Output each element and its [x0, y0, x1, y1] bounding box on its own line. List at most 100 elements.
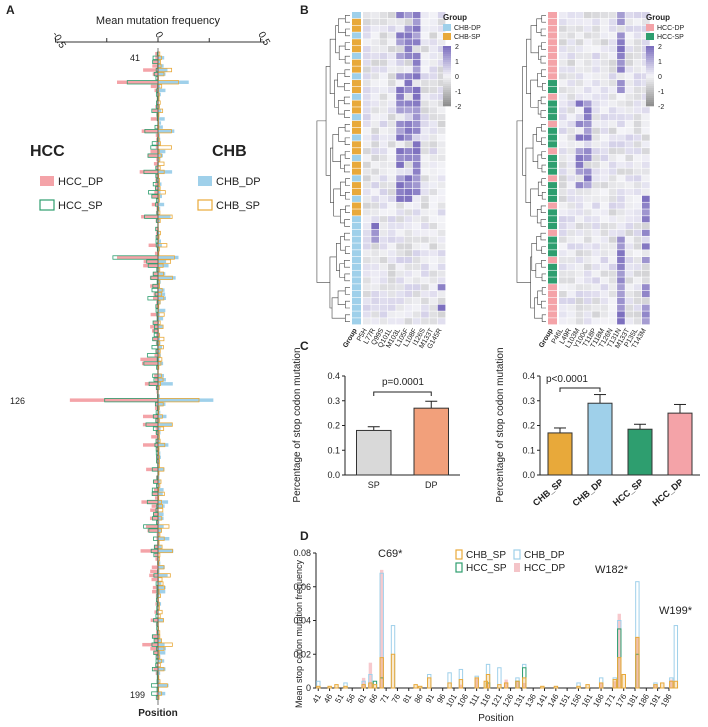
heatmap-2-cell	[559, 12, 567, 19]
heatmap-1-legend-sp: CHB-SP	[454, 34, 481, 41]
bar-chb-dp-188	[158, 651, 166, 655]
bar-chb-dp-126	[158, 398, 214, 402]
bar-hcc-dp-159	[156, 532, 158, 537]
heatmap-1-scale-step	[443, 96, 451, 99]
y-tick-label: 0.4	[327, 371, 340, 381]
bar-chb-dp-59	[158, 125, 163, 129]
heatmap-1-legend-swatch-dp	[443, 24, 451, 31]
heatmap-1-scale-step	[443, 54, 451, 57]
heatmap-2-cell	[575, 18, 584, 26]
legend-chb-dp-swatch	[198, 176, 212, 186]
heatmap-1-group-cell	[352, 32, 361, 39]
heatmap-1-cell	[412, 141, 421, 148]
heatmap-1-scale-step	[443, 94, 451, 97]
heatmap-1-legend-swatch-sp	[443, 33, 451, 40]
dendrogram-branch	[344, 273, 350, 282]
heatmap-2-cell	[600, 18, 609, 26]
heatmap-2-cell	[617, 120, 625, 128]
heatmap-1-cell	[421, 311, 429, 318]
heatmap-2-cell	[617, 32, 625, 39]
heatmap-1-cell	[437, 297, 446, 304]
heatmap-2-cell	[642, 195, 650, 202]
dendrogram-branch	[540, 205, 546, 214]
heatmap-1-cell	[379, 304, 388, 311]
bar-chb-dp-49	[158, 84, 161, 89]
heatmap-1-cell	[363, 311, 371, 318]
heatmap-2-cell	[592, 100, 600, 107]
heatmap-1-cell	[421, 141, 429, 148]
dendrogram-branch	[541, 287, 546, 295]
heatmap-1-cell	[412, 148, 421, 155]
heatmap-1-cell	[429, 263, 438, 270]
heatmap-2-cell	[642, 175, 650, 182]
heatmap-1-cell	[404, 222, 413, 230]
bar-hcc-dp-41	[155, 52, 158, 56]
heatmap-1-cell	[404, 229, 413, 236]
heatmap-1-cell	[404, 32, 413, 39]
panel-d: D Mean stop codon mutation frequency 00.…	[293, 529, 692, 724]
heatmap-2-cell	[617, 86, 625, 94]
dendrogram-branch	[337, 72, 345, 88]
bar-hcc-dp-94	[156, 268, 158, 272]
bar-chb-sp-115	[483, 680, 488, 689]
heatmap-2-cell	[567, 154, 575, 162]
heatmap-1-cell	[396, 175, 404, 182]
heatmap-1-scale-label: -1	[455, 89, 461, 96]
heatmap-1-cell	[387, 80, 396, 87]
heatmap-2-group-cell	[548, 161, 557, 168]
bar-hcc-dp-163	[140, 549, 158, 553]
heatmap-1-cell	[387, 202, 396, 209]
bar-chb-dp-137	[158, 443, 169, 447]
heatmap-1-cell	[387, 127, 396, 134]
heatmap-2-cell	[617, 141, 625, 148]
heatmap-1-cell	[412, 134, 421, 141]
bar-chb-dp-154	[158, 512, 164, 516]
heatmap-2-cell	[592, 209, 600, 216]
bar-hcc-dp-173	[152, 589, 158, 594]
heatmap-2-cell	[600, 202, 609, 209]
heatmap-1-cell	[363, 148, 371, 155]
heatmap-2-cell	[592, 175, 600, 182]
heatmap-2-cell	[592, 46, 600, 53]
heatmap-1-cell	[387, 236, 396, 243]
heatmap-2-cell	[600, 114, 609, 121]
heatmap-1-cell	[429, 202, 438, 209]
heatmap-2-cell	[559, 93, 567, 100]
heatmap-2-cell	[617, 12, 625, 19]
heatmap-2-cell	[608, 120, 617, 128]
heatmap-1-cell	[429, 18, 438, 26]
dendrogram-branch	[344, 83, 350, 91]
annotation-w199: W199*	[659, 605, 693, 617]
heatmap-1-cell	[412, 107, 421, 114]
heatmap-2-cell	[559, 18, 567, 26]
x-tick-label: 81	[401, 692, 414, 705]
bar-chb-dp-68	[158, 162, 159, 166]
y-tick-label: 0.3	[327, 396, 340, 406]
heatmap-1-cell	[387, 107, 396, 114]
heatmap-2-scale-step	[646, 78, 654, 81]
heatmap-2-cell	[600, 209, 609, 216]
heatmap-1-cell	[363, 154, 371, 162]
heatmap-2-cell	[625, 236, 634, 243]
heatmap-1-cell	[363, 141, 371, 148]
bar-hcc-dp-187	[150, 647, 158, 651]
heatmap-2-cell	[583, 256, 592, 264]
heatmap-2-cell	[567, 209, 575, 216]
bar-chb-dp-129	[158, 410, 161, 415]
heatmap-2-cell	[617, 311, 625, 318]
heatmap-2-cell	[633, 195, 642, 202]
bar-hcc-dp-104	[459, 684, 463, 688]
bar-chb-dp-159	[158, 532, 160, 537]
heatmap-1-scale-step	[443, 88, 451, 91]
heatmap-1-cell	[387, 66, 396, 73]
y-tick-label: 0.2	[327, 421, 340, 431]
heatmap-1-cell	[437, 263, 446, 270]
heatmap-1-group-cell	[352, 154, 361, 162]
heatmap-1-cell	[371, 229, 379, 236]
heatmap-1-cell	[371, 52, 379, 60]
heatmap-1-cell	[379, 18, 388, 26]
heatmap-2-cell	[592, 297, 600, 304]
bar-chb-dp-184	[158, 634, 160, 639]
heatmap-1-cell	[421, 304, 429, 311]
heatmap-1-cell	[371, 250, 379, 257]
